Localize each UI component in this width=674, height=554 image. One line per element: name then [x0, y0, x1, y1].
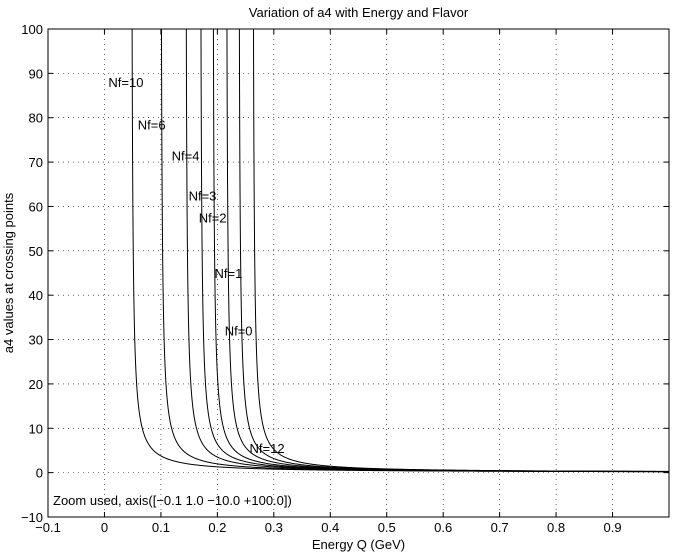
chart-title: Variation of a4 with Energy and Flavor	[249, 5, 469, 20]
tick-layer: −0.1 0 0.1 0.2 0.3 0.4 0.5 0.6 0.7 0.8 0.9 −10 0 10 20…	[21, 22, 669, 535]
y-tick-label: 70	[29, 155, 43, 170]
plot-frame	[47, 28, 670, 518]
y-tick-label: 80	[29, 111, 43, 126]
curve-nf-1	[226, 29, 670, 473]
curve-layer	[131, 28, 670, 473]
curve-label-nf-6: Nf=6	[138, 117, 166, 132]
y-tick-label: 0	[36, 466, 43, 481]
y-tick-label: 10	[29, 421, 43, 436]
curve-label-nf-4: Nf=4	[172, 148, 200, 163]
label-layer: Nf=10 Nf=6 Nf=4 Nf=3 Nf=2 Nf=1 Nf=0 Nf=12	[108, 75, 284, 456]
y-tick-label: 30	[29, 333, 43, 348]
x-tick-label: 0	[101, 520, 108, 535]
curve-nf-12	[252, 28, 669, 472]
curve-label-nf-12: Nf=12	[250, 441, 285, 456]
curve-label-nf-0: Nf=0	[225, 324, 253, 339]
y-tick-label: 20	[29, 377, 43, 392]
y-tick-label: 40	[29, 288, 43, 303]
curve-nf-6	[160, 29, 669, 473]
x-tick-label: 0.4	[321, 520, 339, 535]
x-tick-label: 0.2	[208, 520, 226, 535]
y-tick-label: 100	[21, 22, 43, 37]
curve-label-nf-2: Nf=2	[199, 211, 227, 226]
x-tick-label: 0.8	[547, 520, 565, 535]
grid-layer	[48, 29, 669, 517]
curve-nf-4	[185, 29, 669, 473]
x-tick-label: 0.3	[265, 520, 283, 535]
zoom-annotation: Zoom used, axis([−0.1 1.0 −10.0 +100.0])	[53, 493, 292, 508]
x-tick-label: −0.1	[35, 520, 61, 535]
curve-nf-10	[131, 29, 670, 473]
x-tick-label: 0.5	[378, 520, 396, 535]
curve-label-nf-3: Nf=3	[189, 188, 217, 203]
curve-nf-3	[200, 29, 670, 473]
curve-nf-0	[238, 29, 669, 472]
curve-nf-2	[212, 29, 670, 473]
y-tick-label: −10	[21, 510, 43, 525]
x-axis-title: Energy Q (GeV)	[312, 537, 405, 552]
y-axis-title: a4 values at crossing points	[1, 192, 16, 353]
curve-label-nf-1: Nf=1	[215, 266, 243, 281]
x-tick-label: 0.9	[604, 520, 622, 535]
x-tick-label: 0.6	[434, 520, 452, 535]
y-tick-label: 50	[29, 244, 43, 259]
y-tick-label: 90	[29, 66, 43, 81]
x-tick-label: 0.7	[491, 520, 509, 535]
curve-label-nf-10: Nf=10	[108, 75, 143, 90]
y-tick-label: 60	[29, 199, 43, 214]
x-tick-label: 0.1	[152, 520, 170, 535]
